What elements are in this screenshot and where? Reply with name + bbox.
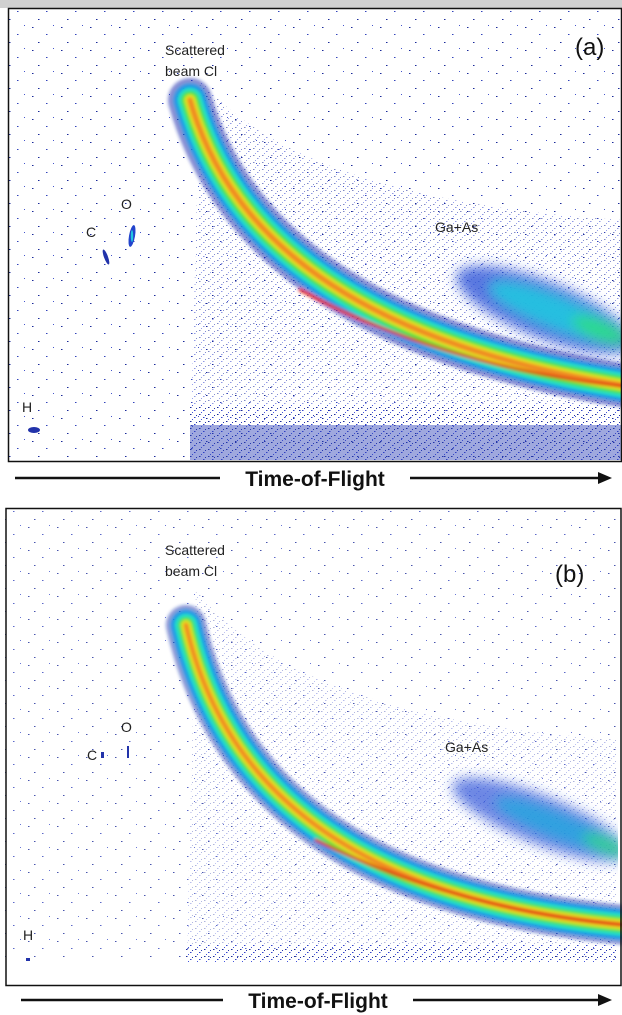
beam-label: beam Cl (165, 563, 217, 579)
axis-label: Time-of-Flight (245, 468, 385, 491)
peak-label: C (87, 747, 97, 763)
beam-label: Scattered (165, 42, 225, 58)
cluster-label: Ga+As (445, 739, 488, 755)
peak-label: H (23, 927, 33, 943)
arrow-head (598, 994, 612, 1006)
panel-label: (b) (555, 561, 584, 588)
shape (26, 958, 30, 961)
peak-label: O (121, 196, 132, 212)
shape (582, 833, 618, 857)
beam-label: Scattered (165, 542, 225, 558)
peak-label: C (86, 224, 96, 240)
cluster-blob (452, 778, 618, 862)
cluster-blob (456, 265, 622, 355)
shape (130, 230, 134, 242)
spectrum (4, 508, 622, 985)
shape (571, 315, 622, 345)
panel: Scattered beam Cl (b) O C H Ga+As Time-o… (4, 507, 622, 1014)
peak-label: O (121, 719, 132, 735)
arrow-head (598, 472, 612, 484)
peak-label: H (22, 399, 32, 415)
shape (28, 427, 40, 433)
beam-band (168, 78, 622, 408)
noise-floor (186, 945, 618, 962)
noise-dense (186, 590, 618, 962)
shape (187, 97, 622, 389)
label-bg (223, 988, 413, 1014)
spectrum (8, 8, 622, 462)
noise-floor (190, 425, 622, 460)
peak-marks (26, 746, 129, 961)
label-bg (220, 465, 410, 491)
shape (298, 288, 622, 388)
shape (101, 752, 104, 758)
top-bar (0, 0, 622, 8)
shape (127, 746, 129, 758)
panel: Scattered beam Cl (a) O C H Ga+As Time-o… (7, 7, 622, 491)
peak-marks (28, 225, 136, 433)
axis-label: Time-of-Flight (248, 990, 388, 1013)
beam-band (166, 605, 622, 945)
panel-label: (a) (575, 34, 604, 61)
beam-label: beam Cl (165, 63, 217, 79)
noise-floor (190, 405, 622, 460)
noise-floor (186, 970, 622, 985)
shape (314, 838, 622, 927)
frame (5, 507, 622, 987)
cluster-label: Ga+As (435, 219, 478, 235)
shape (102, 249, 110, 265)
